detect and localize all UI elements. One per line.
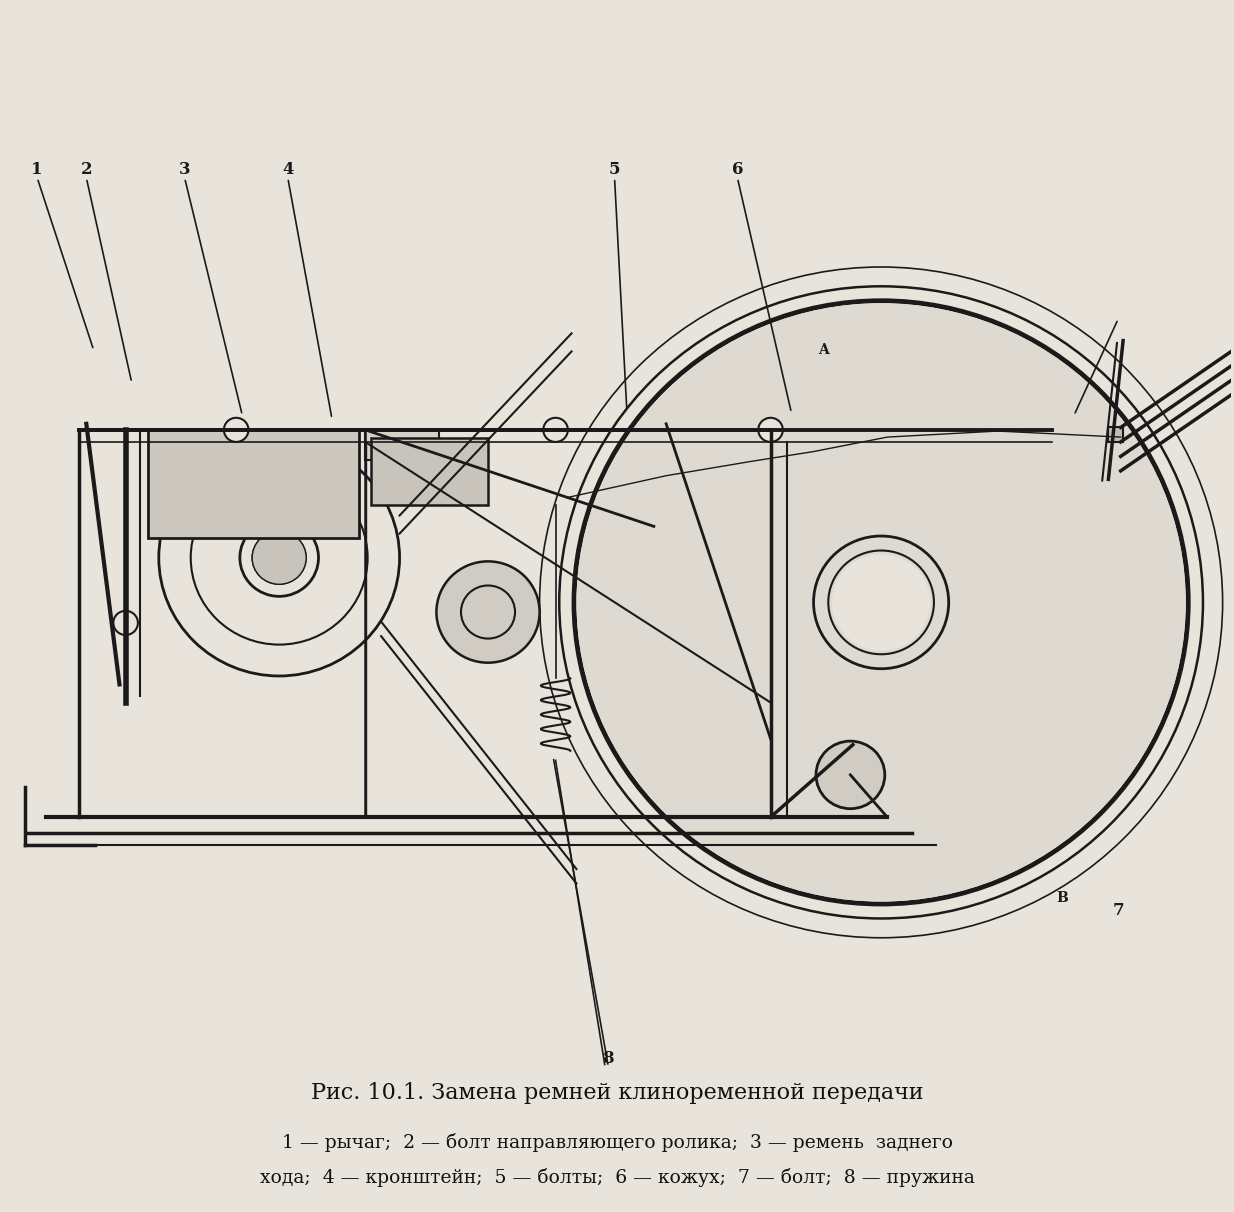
- Text: 6: 6: [732, 161, 743, 178]
- Text: A: A: [818, 343, 829, 358]
- Circle shape: [437, 561, 539, 663]
- Bar: [371, 439, 487, 504]
- Text: 1 — рычаг;  2 — болт направляющего ролика;  3 — ремень  заднего: 1 — рычаг; 2 — болт направляющего ролика…: [281, 1133, 953, 1153]
- Text: 2: 2: [80, 161, 93, 178]
- Circle shape: [114, 611, 138, 635]
- Circle shape: [832, 554, 930, 651]
- Circle shape: [252, 531, 306, 584]
- Text: 7: 7: [1112, 902, 1124, 919]
- Text: 8: 8: [602, 1050, 615, 1067]
- Bar: [365, 430, 439, 461]
- Circle shape: [543, 418, 568, 442]
- Text: Рис. 10.1. Замена ремней клиноременной передачи: Рис. 10.1. Замена ремней клиноременной п…: [311, 1082, 923, 1104]
- Circle shape: [816, 741, 885, 808]
- Circle shape: [576, 303, 1186, 902]
- Text: B: B: [1056, 891, 1067, 905]
- Bar: [148, 430, 359, 538]
- Text: хода;  4 — кронштейн;  5 — болты;  6 — кожух;  7 — болт;  8 — пружина: хода; 4 — кронштейн; 5 — болты; 6 — кожу…: [259, 1168, 975, 1188]
- Circle shape: [758, 418, 782, 442]
- Text: 5: 5: [608, 161, 621, 178]
- Circle shape: [223, 418, 248, 442]
- Bar: [1108, 428, 1123, 442]
- Text: 1: 1: [31, 161, 43, 178]
- Circle shape: [252, 531, 306, 584]
- Text: 4: 4: [283, 161, 294, 178]
- Text: 3: 3: [179, 161, 190, 178]
